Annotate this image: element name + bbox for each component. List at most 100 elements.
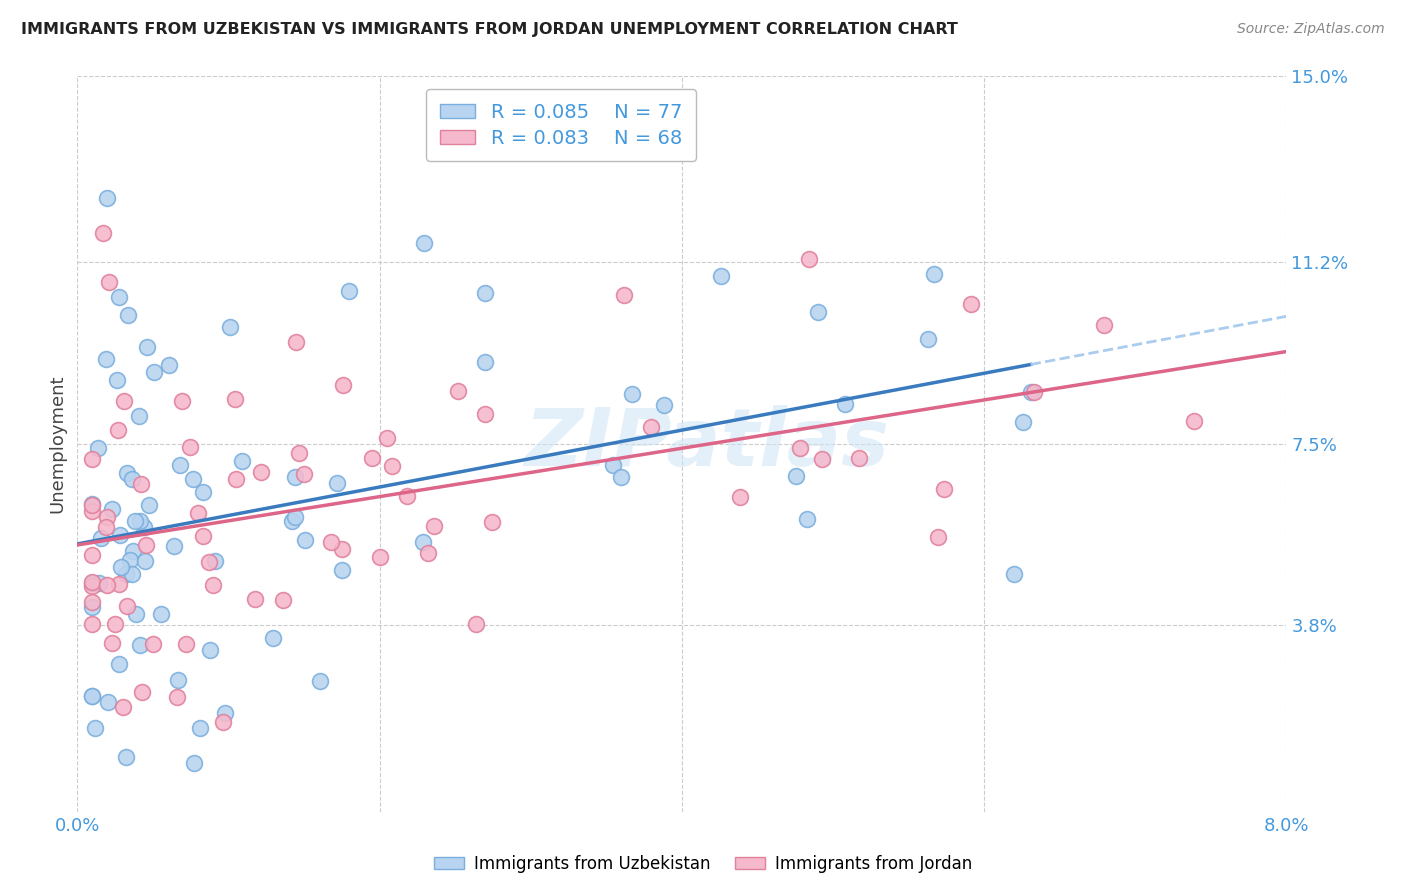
Point	[1011, 415, 1033, 429]
Point	[807, 305, 830, 319]
Point	[188, 721, 211, 735]
Point	[602, 458, 624, 472]
Point	[96, 509, 118, 524]
Point	[1022, 385, 1045, 400]
Point	[122, 544, 145, 558]
Point	[134, 554, 156, 568]
Point	[115, 599, 138, 614]
Point	[413, 235, 436, 250]
Point	[332, 377, 354, 392]
Point	[169, 458, 191, 473]
Point	[927, 530, 949, 544]
Point	[640, 419, 662, 434]
Legend: Immigrants from Uzbekistan, Immigrants from Jordan: Immigrants from Uzbekistan, Immigrants f…	[427, 848, 979, 880]
Point	[231, 453, 253, 467]
Point	[271, 593, 294, 607]
Point	[613, 288, 636, 302]
Point	[131, 684, 153, 698]
Point	[108, 577, 131, 591]
Point	[785, 468, 807, 483]
Point	[834, 397, 856, 411]
Point	[128, 409, 150, 424]
Point	[447, 384, 470, 398]
Point	[129, 514, 152, 528]
Text: IMMIGRANTS FROM UZBEKISTAN VS IMMIGRANTS FROM JORDAN UNEMPLOYMENT CORRELATION CH: IMMIGRANTS FROM UZBEKISTAN VS IMMIGRANTS…	[21, 22, 957, 37]
Point	[728, 490, 751, 504]
Point	[82, 617, 104, 632]
Point	[198, 643, 221, 657]
Y-axis label: Unemployment: Unemployment	[48, 375, 66, 513]
Point	[922, 267, 945, 281]
Point	[121, 472, 143, 486]
Point	[917, 332, 939, 346]
Point	[142, 638, 165, 652]
Point	[183, 756, 205, 770]
Point	[330, 541, 353, 556]
Point	[1002, 567, 1025, 582]
Point	[96, 578, 118, 592]
Point	[330, 563, 353, 577]
Point	[292, 467, 315, 481]
Point	[115, 566, 138, 581]
Point	[94, 519, 117, 533]
Point	[82, 690, 104, 704]
Point	[294, 533, 316, 548]
Point	[118, 552, 141, 566]
Point	[134, 520, 156, 534]
Text: Source: ZipAtlas.com: Source: ZipAtlas.com	[1237, 22, 1385, 37]
Point	[97, 275, 120, 289]
Point	[654, 398, 676, 412]
Point	[163, 539, 186, 553]
Point	[138, 498, 160, 512]
Point	[82, 576, 104, 591]
Point	[1092, 318, 1115, 332]
Point	[284, 470, 307, 484]
Point	[243, 591, 266, 606]
Point	[96, 191, 118, 205]
Point	[124, 514, 146, 528]
Point	[110, 560, 132, 574]
Point	[198, 555, 221, 569]
Point	[810, 452, 832, 467]
Point	[181, 472, 204, 486]
Point	[285, 334, 308, 349]
Point	[381, 459, 404, 474]
Point	[100, 636, 122, 650]
Point	[423, 518, 446, 533]
Point	[368, 549, 391, 564]
Point	[82, 689, 104, 703]
Point	[157, 358, 180, 372]
Point	[82, 497, 104, 511]
Point	[100, 502, 122, 516]
Point	[143, 365, 166, 379]
Point	[187, 506, 209, 520]
Legend: R = 0.085    N = 77, R = 0.083    N = 68: R = 0.085 N = 77, R = 0.083 N = 68	[426, 89, 696, 161]
Point	[1182, 414, 1205, 428]
Point	[166, 690, 188, 705]
Point	[710, 268, 733, 283]
Point	[115, 466, 138, 480]
Point	[112, 393, 135, 408]
Point	[91, 226, 114, 240]
Point	[321, 534, 343, 549]
Point	[82, 498, 104, 512]
Point	[281, 514, 304, 528]
Point	[416, 546, 439, 560]
Point	[97, 695, 120, 709]
Point	[474, 286, 496, 301]
Point	[107, 657, 129, 671]
Point	[1019, 385, 1042, 400]
Point	[87, 441, 110, 455]
Point	[82, 599, 104, 614]
Point	[166, 673, 188, 688]
Point	[250, 466, 273, 480]
Point	[204, 554, 226, 568]
Point	[135, 538, 157, 552]
Point	[796, 512, 818, 526]
Point	[107, 423, 129, 437]
Point	[82, 595, 104, 609]
Point	[481, 515, 503, 529]
Point	[288, 446, 311, 460]
Point	[82, 452, 104, 467]
Point	[129, 638, 152, 652]
